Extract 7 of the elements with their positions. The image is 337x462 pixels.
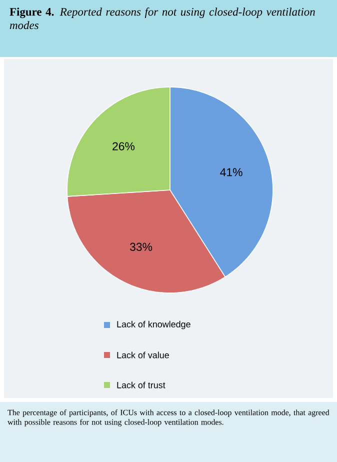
legend-label: Lack of value <box>117 352 169 358</box>
chart-title: Figure 4. Reported reasons for not using closed-loop ventilation modes <box>10 8 315 30</box>
legend-label: Lack of knowledge <box>117 320 190 330</box>
data-label: 33% <box>130 242 152 251</box>
legend-label: Lack of trust <box>117 382 166 388</box>
data-label: 26% <box>112 142 135 150</box>
data-label: 41% <box>220 168 242 176</box>
